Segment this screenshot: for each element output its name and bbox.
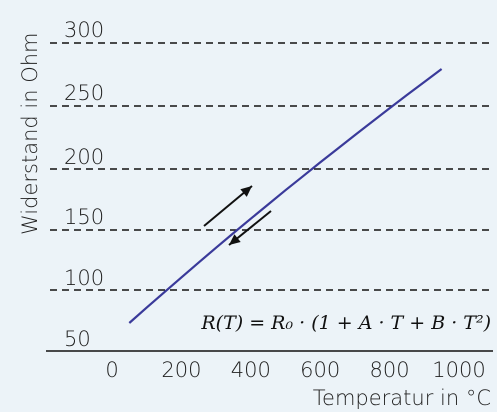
y-axis-label: Widerstand in Ohm bbox=[18, 33, 42, 236]
formula: R(T) = R₀ · (1 + A · T + B · T²) bbox=[200, 312, 491, 334]
y-tick-labels: 50 100 150 200 250 300 bbox=[64, 18, 104, 351]
x-tick-800: 800 bbox=[370, 358, 410, 382]
x-tick-labels: 0 200 400 600 800 1000 bbox=[105, 358, 485, 382]
y-tick-250: 250 bbox=[64, 81, 104, 105]
cooling-arrow-icon bbox=[228, 210, 272, 246]
grid-lines bbox=[50, 42, 493, 291]
x-tick-0: 0 bbox=[105, 358, 118, 382]
y-tick-300: 300 bbox=[64, 18, 104, 42]
x-tick-400: 400 bbox=[231, 358, 271, 382]
y-tick-200: 200 bbox=[64, 145, 104, 169]
heating-arrow-icon bbox=[203, 185, 253, 227]
direction-arrows bbox=[203, 185, 272, 246]
series-line bbox=[128, 68, 443, 324]
y-tick-150: 150 bbox=[64, 205, 104, 229]
x-tick-200: 200 bbox=[161, 358, 201, 382]
x-axis-label: Temperatur in °C bbox=[313, 386, 491, 410]
y-tick-50: 50 bbox=[64, 327, 91, 351]
x-tick-600: 600 bbox=[300, 358, 340, 382]
y-tick-100: 100 bbox=[64, 266, 104, 290]
x-tick-1000: 1000 bbox=[432, 358, 485, 382]
